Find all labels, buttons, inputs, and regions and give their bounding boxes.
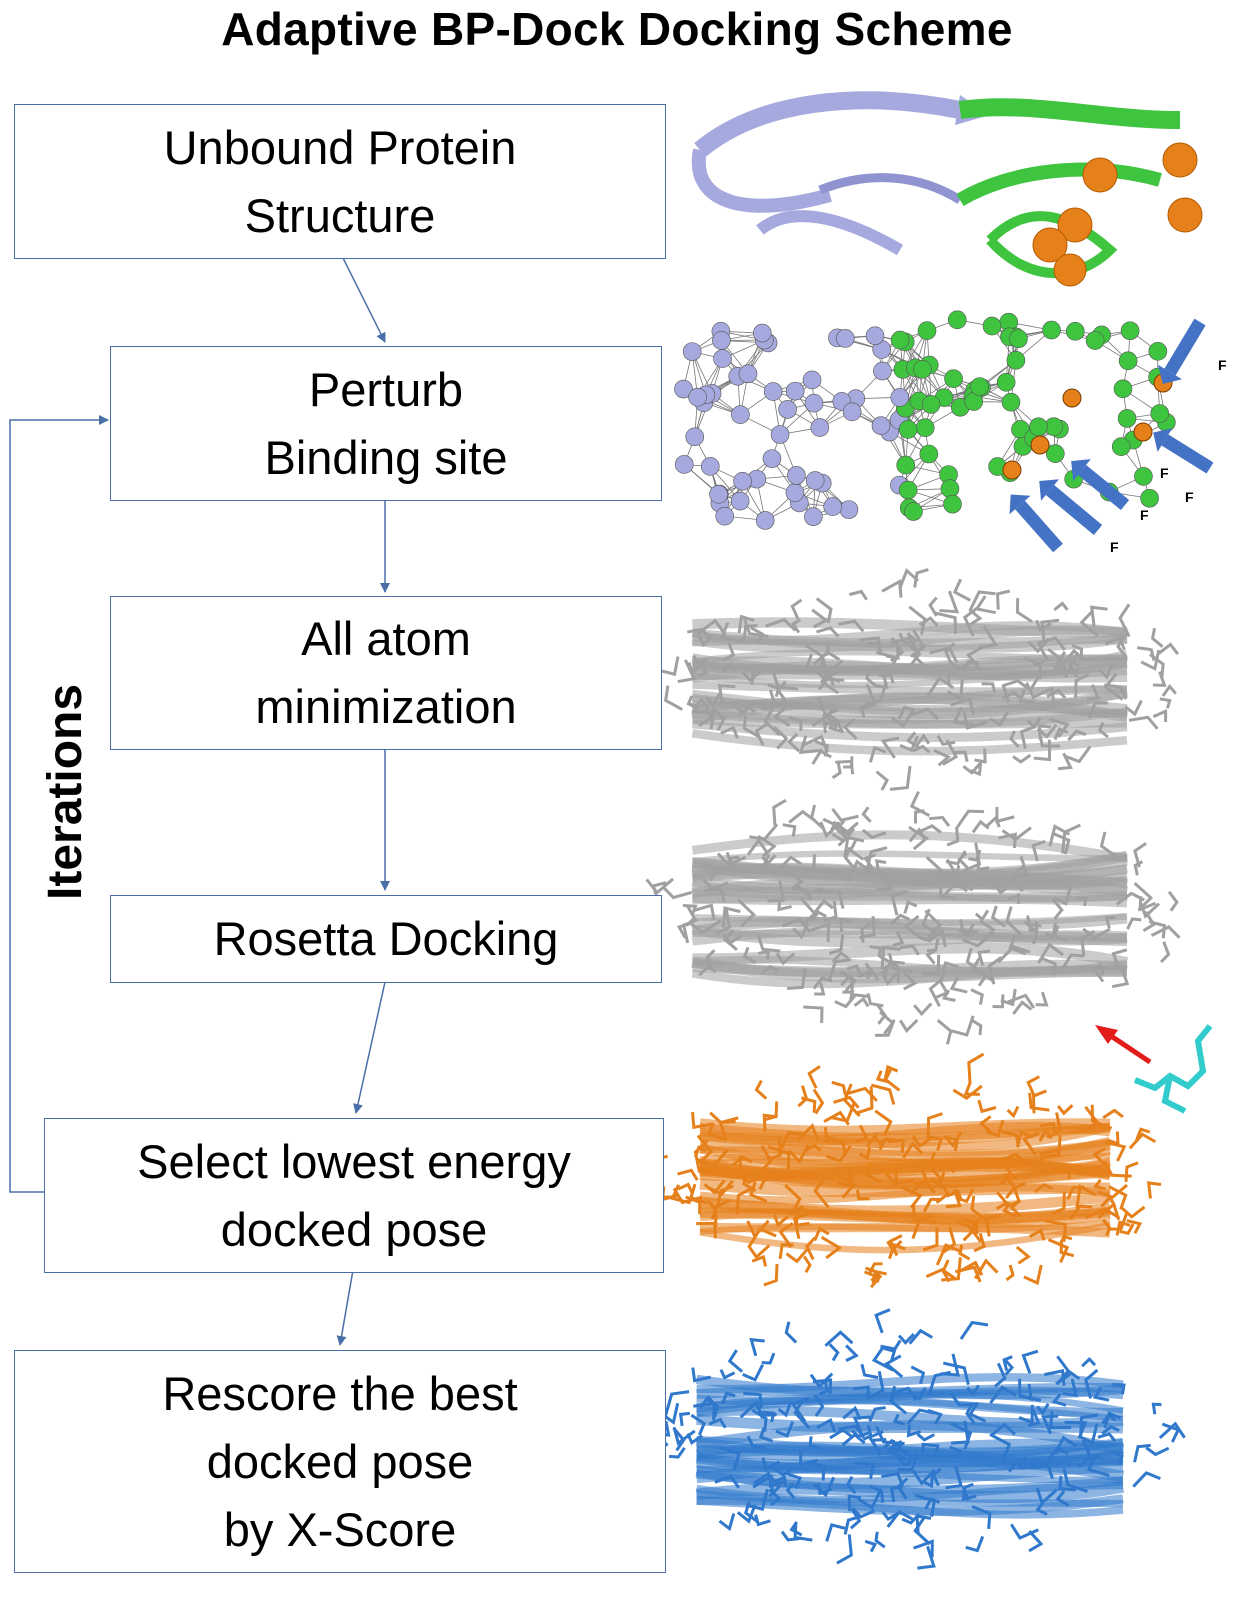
- force-label: F: [1160, 465, 1169, 481]
- arrow-5-6: [336, 1269, 354, 1346]
- docking-structure-icon: [645, 790, 1181, 1045]
- force-label: F: [1140, 507, 1149, 523]
- iteration-loop-arrow: [9, 415, 109, 1193]
- ligand-pointer-arrow: [1095, 1025, 1152, 1065]
- step-rescore-best-pose: Rescore the best docked pose by X-Score: [14, 1350, 666, 1573]
- iterations-label: Iterations: [39, 683, 92, 900]
- docked-pose-structure-icon: [652, 1052, 1162, 1289]
- step-rosetta-docking: Rosetta Docking: [110, 895, 662, 983]
- arrow-4-5: [353, 981, 386, 1114]
- arrow-1-2: [342, 257, 386, 343]
- all-atom-structure-icon: [635, 567, 1180, 791]
- force-label: F: [1218, 357, 1227, 373]
- step-perturb-binding-site: Perturb Binding site: [110, 346, 662, 501]
- diagram-title: Adaptive BP-Dock Docking Scheme: [221, 3, 1013, 55]
- step-select-lowest-energy-pose: Select lowest energy docked pose: [44, 1118, 664, 1273]
- protein-ribbon-icon: [691, 91, 1203, 287]
- ligand-icon: [1133, 1024, 1213, 1114]
- step-all-atom-minimization: All atom minimization: [110, 596, 662, 750]
- force-label: F: [1110, 539, 1119, 555]
- rescored-pose-structure-icon: [656, 1308, 1186, 1570]
- step-unbound-protein-structure: Unbound Protein Structure: [14, 104, 666, 259]
- force-label: F: [1185, 489, 1194, 505]
